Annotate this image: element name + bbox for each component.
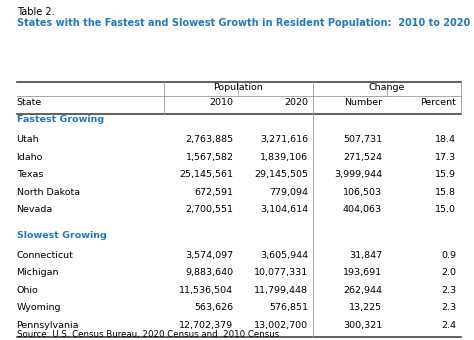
Text: Change: Change [369, 83, 405, 92]
Text: North Dakota: North Dakota [17, 188, 80, 197]
Text: 1,839,106: 1,839,106 [260, 153, 308, 162]
Text: 29,145,505: 29,145,505 [254, 170, 308, 179]
Text: 25,145,561: 25,145,561 [180, 170, 233, 179]
Text: 18.4: 18.4 [435, 135, 456, 144]
Text: 11,536,504: 11,536,504 [179, 286, 233, 295]
Text: Idaho: Idaho [17, 153, 43, 162]
Text: Slowest Growing: Slowest Growing [17, 231, 106, 240]
Text: Table 2.: Table 2. [17, 7, 54, 17]
Text: Fastest Growing: Fastest Growing [17, 115, 104, 124]
Text: States with the Fastest and Slowest Growth in Resident Population:  2010 to 2020: States with the Fastest and Slowest Grow… [17, 18, 470, 28]
Text: 15.0: 15.0 [435, 205, 456, 214]
Text: 2,700,551: 2,700,551 [185, 205, 233, 214]
Text: Population: Population [213, 83, 263, 92]
Text: 13,225: 13,225 [349, 303, 382, 312]
Text: Texas: Texas [17, 170, 43, 179]
Text: 17.3: 17.3 [435, 153, 456, 162]
Text: 2.3: 2.3 [441, 303, 456, 312]
Text: 15.9: 15.9 [435, 170, 456, 179]
Text: 3,999,944: 3,999,944 [334, 170, 382, 179]
Text: Pennsylvania: Pennsylvania [17, 321, 79, 330]
Text: 13,002,700: 13,002,700 [254, 321, 308, 330]
Text: Michigan: Michigan [17, 268, 59, 277]
Text: 262,944: 262,944 [343, 286, 382, 295]
Text: 1,567,582: 1,567,582 [185, 153, 233, 162]
Text: Wyoming: Wyoming [17, 303, 61, 312]
Text: 15.8: 15.8 [435, 188, 456, 197]
Text: 2020: 2020 [284, 98, 308, 107]
Text: 672,591: 672,591 [194, 188, 233, 197]
Text: Nevada: Nevada [17, 205, 53, 214]
Text: Ohio: Ohio [17, 286, 38, 295]
Text: 2,763,885: 2,763,885 [185, 135, 233, 144]
Text: 271,524: 271,524 [343, 153, 382, 162]
Text: 31,847: 31,847 [349, 251, 382, 260]
Text: 576,851: 576,851 [269, 303, 308, 312]
Text: 2.4: 2.4 [441, 321, 456, 330]
Text: Connecticut: Connecticut [17, 251, 73, 260]
Text: 9,883,640: 9,883,640 [185, 268, 233, 277]
Text: 300,321: 300,321 [343, 321, 382, 330]
Text: Source: U.S. Census Bureau, 2020 Census and  2010 Census: Source: U.S. Census Bureau, 2020 Census … [17, 330, 279, 339]
Text: Percent: Percent [420, 98, 456, 107]
Text: 2010: 2010 [210, 98, 233, 107]
Text: Number: Number [344, 98, 382, 107]
Text: 779,094: 779,094 [269, 188, 308, 197]
Text: 3,271,616: 3,271,616 [260, 135, 308, 144]
Text: 193,691: 193,691 [343, 268, 382, 277]
Text: 404,063: 404,063 [343, 205, 382, 214]
Text: 3,104,614: 3,104,614 [260, 205, 308, 214]
Text: State: State [17, 98, 42, 107]
Text: 3,574,097: 3,574,097 [185, 251, 233, 260]
Text: 10,077,331: 10,077,331 [254, 268, 308, 277]
Text: 3,605,944: 3,605,944 [260, 251, 308, 260]
Text: 507,731: 507,731 [343, 135, 382, 144]
Text: 0.9: 0.9 [441, 251, 456, 260]
Text: 11,799,448: 11,799,448 [254, 286, 308, 295]
Text: 563,626: 563,626 [194, 303, 233, 312]
Text: 12,702,379: 12,702,379 [179, 321, 233, 330]
Text: 106,503: 106,503 [343, 188, 382, 197]
Text: Utah: Utah [17, 135, 39, 144]
Text: 2.3: 2.3 [441, 286, 456, 295]
Text: 2.0: 2.0 [441, 268, 456, 277]
